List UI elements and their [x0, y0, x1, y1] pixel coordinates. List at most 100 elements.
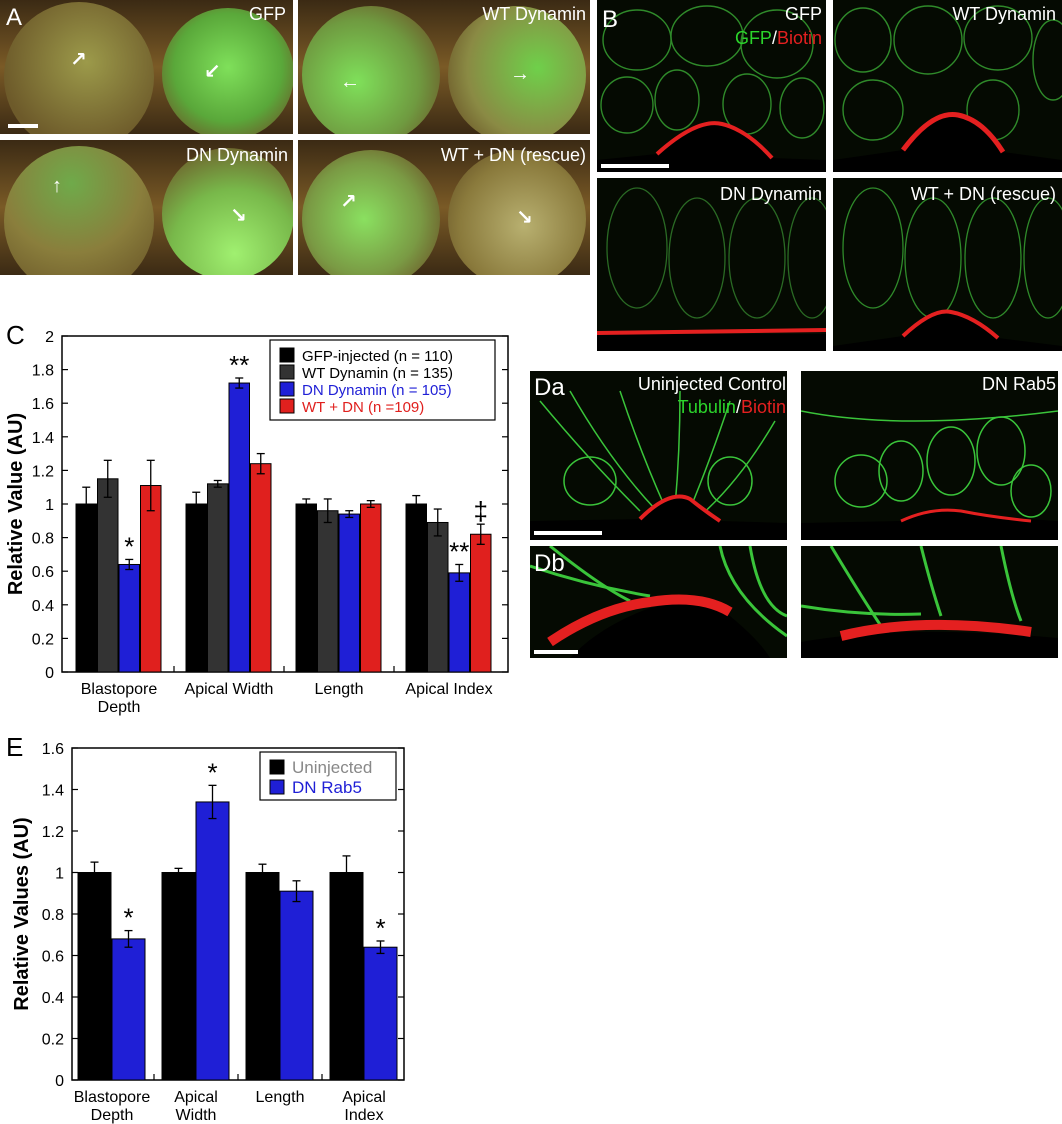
panel-a-title-wt-dynamin: WT Dynamin — [482, 4, 586, 24]
embryo — [4, 2, 154, 134]
panel-c-bar-chart: C 0 0.2 0.4 0.6 0.8 1 1.2 1.4 1.6 1.8 2 Relative Val… — [5, 320, 509, 716]
bar — [279, 890, 314, 1081]
panel-a-title-rescue: WT + DN (rescue) — [440, 145, 586, 165]
cell-outline-drawing — [530, 390, 787, 540]
y-tick-label: 0.6 — [42, 949, 64, 966]
stain-red-label: Biotin — [776, 28, 822, 48]
embryo — [302, 150, 440, 275]
significance-marker: ** — [449, 536, 469, 566]
bar — [185, 503, 207, 673]
panel-b-title-rescue: WT + DN (rescue) — [910, 184, 1056, 204]
bar — [405, 503, 427, 673]
cell-outline-drawing — [833, 5, 1062, 172]
panel-a-label: A — [6, 4, 23, 31]
bar — [329, 872, 364, 1081]
arrow-icon: ↗ — [70, 49, 87, 71]
y-tick-label: 1.4 — [42, 783, 64, 800]
arrow-icon: → — [510, 63, 530, 85]
panel-da-image-dn-rab5 — [801, 371, 1058, 540]
significance-marker: ‡ — [474, 496, 488, 526]
legend-entry: WT + DN (n =109) — [302, 399, 424, 416]
cell-outline-drawing — [530, 546, 787, 658]
embryo — [162, 8, 293, 134]
legend-entry: WT Dynamin (n = 135) — [302, 365, 453, 382]
x-category-label: Apical Width — [174, 1089, 218, 1124]
y-tick-label: 1 — [45, 497, 54, 514]
bar — [295, 503, 317, 673]
panel-db-label: Db — [534, 550, 565, 577]
significance-marker: ** — [229, 350, 249, 380]
y-tick-label: 0.8 — [32, 531, 54, 548]
arrow-icon: ← — [340, 71, 360, 93]
bar — [317, 510, 339, 673]
panel-db-image-dn-rab5 — [801, 546, 1058, 658]
panel-b-image-rescue — [833, 178, 1062, 351]
embryo — [162, 148, 293, 275]
significance-marker: * — [207, 757, 217, 787]
panel-b-stain-legend: GFP/Biotin — [735, 28, 822, 49]
significance-marker: * — [124, 531, 134, 561]
stain-separator: / — [771, 28, 777, 48]
panel-a-title-gfp: GFP — [248, 4, 286, 24]
arrow-icon: ↗ — [340, 191, 357, 213]
y-tick-label: 0.6 — [32, 564, 54, 581]
panel-b-image-wt-dynamin — [833, 0, 1062, 172]
legend-entry: DN Rab5 — [292, 778, 362, 797]
bar — [250, 463, 272, 673]
y-tick-label: 1.8 — [32, 363, 54, 380]
panel-da-title-dn-rab5: DN Rab5 — [981, 374, 1056, 394]
bar — [363, 946, 398, 1081]
y-tick-label: 0.4 — [32, 598, 54, 615]
panel-b-label: B — [602, 6, 619, 33]
y-axis-label: Relative Values (AU) — [11, 817, 33, 1010]
scale-bar — [8, 124, 38, 128]
panel-a-image-wt-dynamin: ← → — [298, 0, 590, 134]
bar — [75, 503, 97, 673]
bar — [245, 872, 280, 1081]
legend-swatch — [279, 347, 295, 363]
bar — [427, 521, 449, 673]
legend-entry: Uninjected — [292, 758, 372, 777]
legend-swatch — [269, 759, 285, 775]
scale-bar — [534, 531, 602, 535]
stain-green-label: GFP — [734, 28, 772, 48]
panel-label: C — [6, 320, 25, 350]
bar — [161, 872, 196, 1081]
legend-box — [269, 339, 496, 421]
panel-b-image-gfp — [597, 0, 826, 172]
bar — [338, 513, 360, 673]
cell-outline-drawing — [597, 5, 826, 172]
panel-b-title-wt-dynamin: WT Dynamin — [952, 4, 1056, 24]
embryo — [448, 6, 586, 134]
bar — [77, 872, 112, 1081]
panel-a-image-dn-dynamin: ↑ ↘ — [0, 140, 293, 275]
panel-da-stain-legend: Tubulin/Biotin — [678, 397, 786, 418]
bar — [228, 382, 250, 673]
panel-e-bar-chart: E 0 0.2 0.4 0.6 0.8 1 1.2 1.4 1.6 Relative Values … — [6, 732, 405, 1124]
panel-da-label: Da — [534, 374, 565, 401]
bar — [360, 503, 382, 673]
bar — [448, 572, 470, 673]
x-category-label: Length — [315, 681, 364, 698]
arrow-icon: ↘ — [516, 207, 533, 229]
panel-b-image-dn-dynamin — [597, 178, 826, 351]
x-category-label: Apical Index — [405, 681, 492, 698]
y-tick-label: 0 — [45, 665, 54, 682]
x-category-label: Apical Width — [185, 681, 274, 698]
y-axis-label: Relative Value (AU) — [5, 413, 27, 595]
bar — [97, 478, 119, 673]
legend-swatch — [269, 779, 285, 795]
panel-db-image-control — [530, 546, 787, 658]
y-tick-label: 0.4 — [42, 990, 64, 1007]
scale-bar — [534, 650, 578, 654]
legend-entry: GFP-injected (n = 110) — [302, 348, 453, 365]
x-category-label: Blastopore Depth — [74, 1089, 151, 1124]
y-tick-label: 1.4 — [32, 430, 54, 447]
panel-a-title-dn-dynamin: DN Dynamin — [185, 145, 288, 165]
bar — [111, 938, 146, 1081]
embryo — [302, 6, 440, 134]
cell-outline-drawing — [801, 410, 1058, 540]
arrow-icon: ↘ — [230, 205, 247, 227]
panel-a-image-rescue: ↗ ↘ — [298, 140, 590, 275]
arrow-icon: ↙ — [204, 61, 221, 83]
